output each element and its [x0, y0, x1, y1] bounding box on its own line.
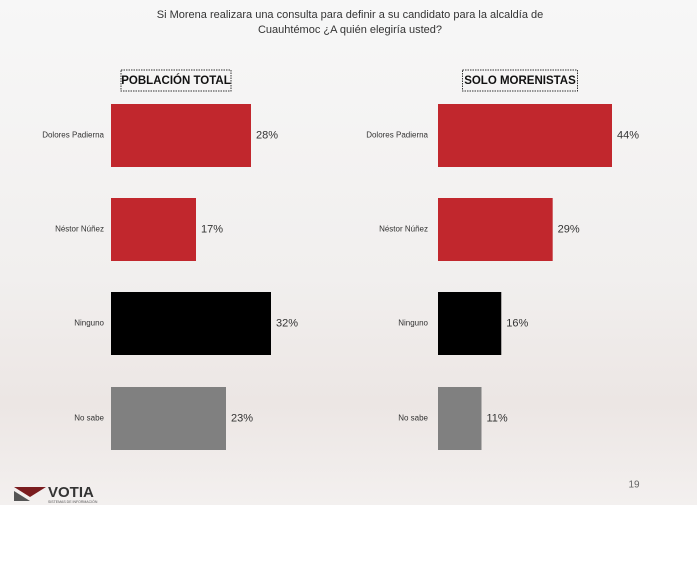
bar: [438, 387, 482, 450]
value-label: 11%: [487, 412, 508, 424]
value-label: 29%: [558, 223, 580, 235]
chart-title: POBLACIÓN TOTAL: [121, 74, 230, 87]
category-label: No sabe: [74, 414, 104, 423]
value-label: 44%: [617, 129, 639, 141]
bar: [111, 104, 251, 167]
chart: 19 VOTIA SISTEMAS DE INFORMACIÓN POBLACI…: [14, 69, 640, 504]
bar: [111, 292, 271, 355]
bar: [438, 104, 612, 167]
logo-mark: [14, 491, 30, 501]
bar: [111, 198, 196, 261]
value-label: 28%: [256, 129, 278, 141]
logo-subtext: SISTEMAS DE INFORMACIÓN: [48, 499, 98, 504]
category-label: Ninguno: [74, 319, 104, 328]
category-label: Dolores Padierna: [366, 131, 428, 140]
category-label: Néstor Núñez: [379, 225, 428, 234]
bar: [438, 292, 502, 355]
category-label: Ninguno: [398, 319, 428, 328]
page-number: 19: [628, 480, 640, 491]
value-label: 17%: [201, 223, 223, 235]
slide-title: Si Morena realizara una consulta para de…: [156, 9, 544, 36]
logo-mark: [14, 487, 46, 497]
chart-title-box: [120, 69, 232, 92]
category-label: Dolores Padierna: [42, 131, 104, 140]
chart-title-box: [462, 69, 578, 92]
logo-text: VOTIA: [48, 484, 94, 501]
bar: [438, 198, 553, 261]
category-label: No sabe: [398, 414, 428, 423]
value-label: 16%: [506, 317, 528, 329]
value-label: 23%: [231, 412, 253, 424]
bar: [111, 387, 226, 450]
chart-title: SOLO MORENISTAS: [464, 75, 576, 87]
category-label: Néstor Núñez: [55, 225, 104, 234]
value-label: 32%: [276, 317, 298, 329]
